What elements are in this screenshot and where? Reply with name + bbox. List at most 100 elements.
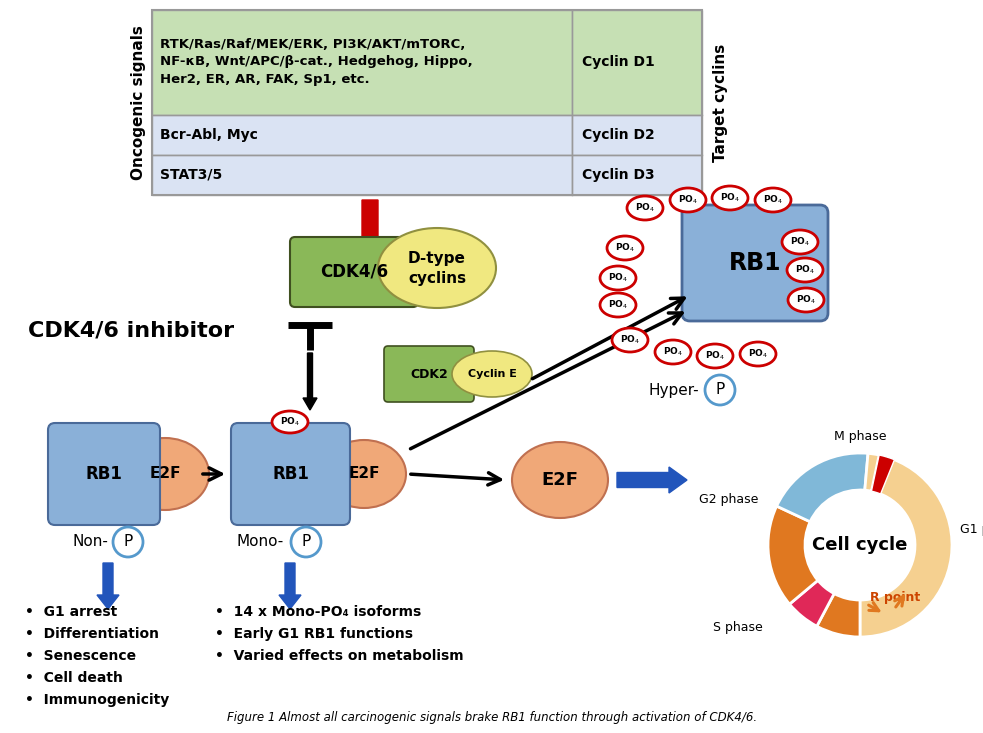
Text: Figure 1 Almost all carcinogenic signals brake RB1 function through activation o: Figure 1 Almost all carcinogenic signals… [227, 711, 757, 724]
Text: E2F: E2F [542, 471, 579, 489]
Text: Mono-: Mono- [237, 534, 284, 550]
Ellipse shape [607, 236, 643, 260]
Text: Bcr-Abl, Myc: Bcr-Abl, Myc [160, 128, 258, 142]
Ellipse shape [740, 342, 776, 366]
Text: PO$_4$: PO$_4$ [663, 346, 683, 358]
FancyBboxPatch shape [48, 423, 160, 525]
Text: Cyclin D2: Cyclin D2 [582, 128, 655, 142]
Text: PO$_4$: PO$_4$ [796, 294, 816, 306]
Text: M phase: M phase [834, 430, 887, 443]
Text: PO$_4$: PO$_4$ [620, 334, 640, 346]
Text: RB1: RB1 [272, 465, 309, 483]
Text: G2 phase: G2 phase [699, 493, 758, 507]
Text: G1 phase: G1 phase [960, 523, 983, 537]
Text: STAT3/5: STAT3/5 [160, 168, 222, 182]
Text: RTK/Ras/Raf/MEK/ERK, PI3K/AKT/mTORC,
NF-κB, Wnt/APC/β-cat., Hedgehog, Hippo,
Her: RTK/Ras/Raf/MEK/ERK, PI3K/AKT/mTORC, NF-… [160, 39, 473, 86]
Circle shape [291, 527, 321, 557]
Ellipse shape [612, 328, 648, 352]
Text: PO$_4$: PO$_4$ [615, 242, 635, 254]
Text: CDK4/6 inhibitor: CDK4/6 inhibitor [28, 320, 234, 340]
Text: PO$_4$: PO$_4$ [748, 347, 768, 360]
Ellipse shape [782, 230, 818, 254]
Text: P: P [302, 534, 311, 550]
FancyBboxPatch shape [290, 237, 418, 307]
Text: E2F: E2F [348, 466, 379, 482]
Text: Target cyclins: Target cyclins [713, 43, 727, 161]
Text: PO$_4$: PO$_4$ [608, 299, 628, 312]
Text: Cyclin E: Cyclin E [468, 369, 516, 379]
FancyArrow shape [97, 563, 119, 609]
Text: •  Varied effects on metabolism: • Varied effects on metabolism [215, 649, 464, 663]
Text: Cyclin D3: Cyclin D3 [582, 168, 655, 182]
Text: P: P [716, 383, 724, 397]
FancyArrow shape [355, 200, 385, 256]
Text: •  Immunogenicity: • Immunogenicity [25, 693, 169, 707]
Text: PO$_4$: PO$_4$ [678, 194, 698, 206]
Text: Non-: Non- [72, 534, 108, 550]
Bar [152, 10, 702, 195]
Text: PO$_4$: PO$_4$ [790, 236, 810, 248]
Wedge shape [872, 455, 895, 494]
Text: Hyper-: Hyper- [648, 383, 699, 397]
Text: CDK2: CDK2 [410, 367, 448, 380]
Text: PO$_4$: PO$_4$ [635, 202, 655, 214]
Text: PO$_4$: PO$_4$ [280, 416, 300, 428]
Wedge shape [817, 594, 860, 637]
FancyBboxPatch shape [231, 423, 350, 525]
Text: D-type: D-type [408, 251, 466, 265]
Text: Oncogenic signals: Oncogenic signals [131, 25, 145, 180]
Bar [572, 155, 702, 195]
Ellipse shape [788, 288, 824, 312]
Bar [152, 10, 572, 115]
Ellipse shape [755, 188, 791, 212]
Ellipse shape [787, 258, 823, 282]
FancyBboxPatch shape [384, 346, 474, 402]
Text: Cyclin D1: Cyclin D1 [582, 55, 655, 69]
Text: PO$_4$: PO$_4$ [763, 194, 783, 206]
FancyArrow shape [303, 353, 317, 410]
Bar [572, 115, 702, 155]
Text: •  14 x Mono-PO₄ isoforms: • 14 x Mono-PO₄ isoforms [215, 605, 422, 619]
Text: RB1: RB1 [86, 465, 123, 483]
Ellipse shape [655, 340, 691, 364]
Text: PO$_4$: PO$_4$ [795, 264, 815, 276]
Ellipse shape [627, 196, 663, 220]
Text: PO$_4$: PO$_4$ [608, 272, 628, 284]
Circle shape [113, 527, 143, 557]
Text: Cell cycle: Cell cycle [812, 536, 907, 554]
Text: R point: R point [870, 591, 920, 603]
Circle shape [705, 375, 735, 405]
Ellipse shape [378, 228, 496, 308]
FancyArrow shape [617, 467, 687, 493]
Text: CDK4/6: CDK4/6 [319, 263, 388, 281]
FancyArrow shape [279, 563, 301, 609]
Text: •  Senescence: • Senescence [25, 649, 136, 663]
Wedge shape [777, 453, 868, 522]
Text: E2F: E2F [149, 466, 181, 482]
Ellipse shape [512, 442, 608, 518]
Text: S phase: S phase [714, 621, 763, 633]
Text: •  Early G1 RB1 functions: • Early G1 RB1 functions [215, 627, 413, 641]
Text: •  Differentiation: • Differentiation [25, 627, 159, 641]
Text: cyclins: cyclins [408, 270, 466, 285]
Wedge shape [865, 453, 879, 491]
Wedge shape [789, 581, 835, 626]
Ellipse shape [452, 351, 532, 397]
Ellipse shape [712, 186, 748, 210]
Text: PO$_4$: PO$_4$ [720, 192, 740, 205]
Ellipse shape [600, 266, 636, 290]
Text: •  G1 arrest: • G1 arrest [25, 605, 117, 619]
Ellipse shape [697, 344, 733, 368]
Text: •  Cell death: • Cell death [25, 671, 123, 685]
Text: RB1: RB1 [728, 251, 781, 275]
Bar [572, 10, 702, 115]
Wedge shape [860, 456, 952, 637]
Ellipse shape [121, 438, 209, 510]
Ellipse shape [272, 411, 308, 433]
FancyBboxPatch shape [682, 205, 828, 321]
Ellipse shape [600, 293, 636, 317]
Ellipse shape [670, 188, 706, 212]
Bar [152, 155, 572, 195]
Text: PO$_4$: PO$_4$ [705, 350, 725, 362]
Ellipse shape [322, 440, 406, 508]
